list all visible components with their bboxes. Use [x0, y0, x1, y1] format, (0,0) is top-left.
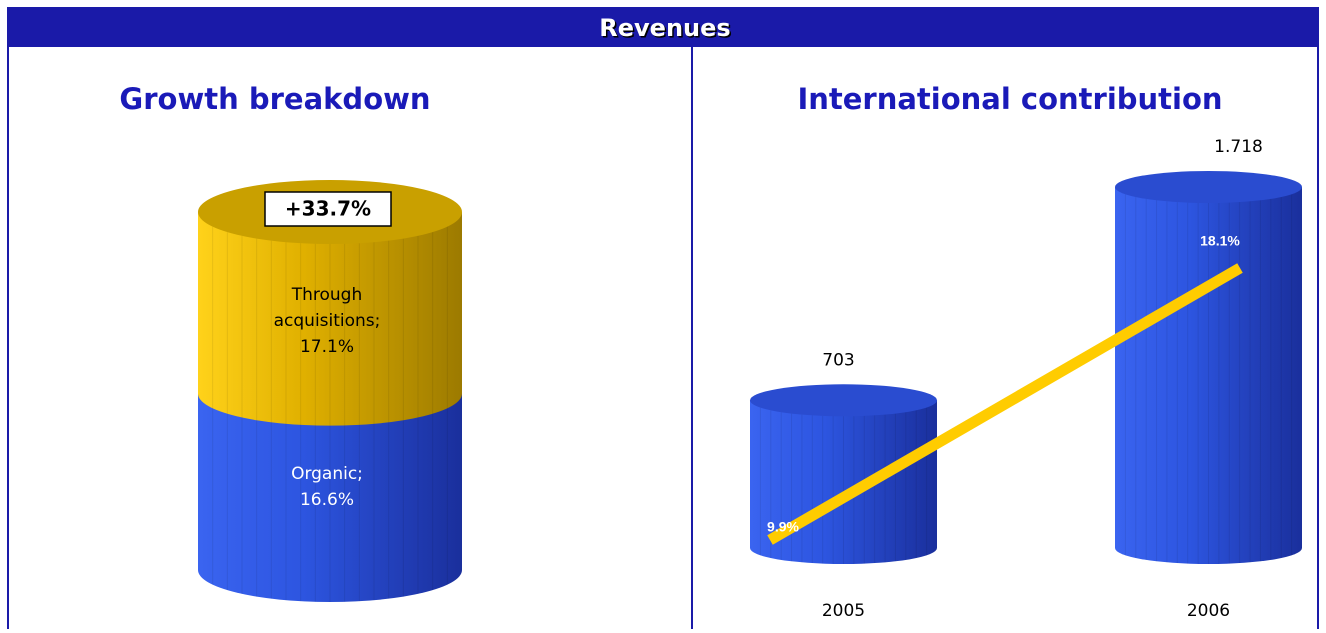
label-line: 16.6%: [299, 490, 354, 511]
segment-body: [198, 212, 462, 426]
header-title: Revenues: [599, 14, 730, 42]
data-label: Organic; 16.6%: [247, 461, 407, 513]
cylinder-segment: [198, 393, 462, 602]
cylinder-segment: [198, 212, 462, 426]
data-label: Organic; 16.6%: [247, 461, 407, 513]
x-tick-label: 2006: [1187, 601, 1230, 621]
total-label: +33.7%: [285, 197, 371, 221]
segment-body: [198, 393, 462, 602]
chart-title: Growth breakdown: [119, 82, 430, 116]
header-shadow: Revenues: [601, 16, 732, 44]
x-tick-label: 2005: [822, 601, 865, 621]
line: [767, 263, 1243, 545]
total-box: [264, 191, 392, 227]
bar-value-label: 1.718: [1214, 137, 1263, 157]
bar-top: [750, 384, 937, 417]
chart-title: International contribution: [797, 82, 1222, 116]
bar: [1115, 187, 1302, 564]
bar-value-label: 703: [822, 350, 854, 370]
data-label: Through acquisitions; 17.1%: [247, 282, 407, 360]
label-line: 17.1%: [299, 337, 354, 358]
header-bar: [7, 7, 1319, 47]
data-label: Through acquisitions; 17.1%: [247, 282, 407, 360]
line-value-label: 9.9%: [767, 519, 799, 535]
label-line: Organic;: [291, 464, 363, 485]
cylinder-bar: [1115, 171, 1302, 564]
label-line: Through acquisitions;: [273, 285, 381, 332]
bar-top: [1115, 171, 1302, 203]
line-value-label: 18.1%: [1200, 233, 1240, 249]
